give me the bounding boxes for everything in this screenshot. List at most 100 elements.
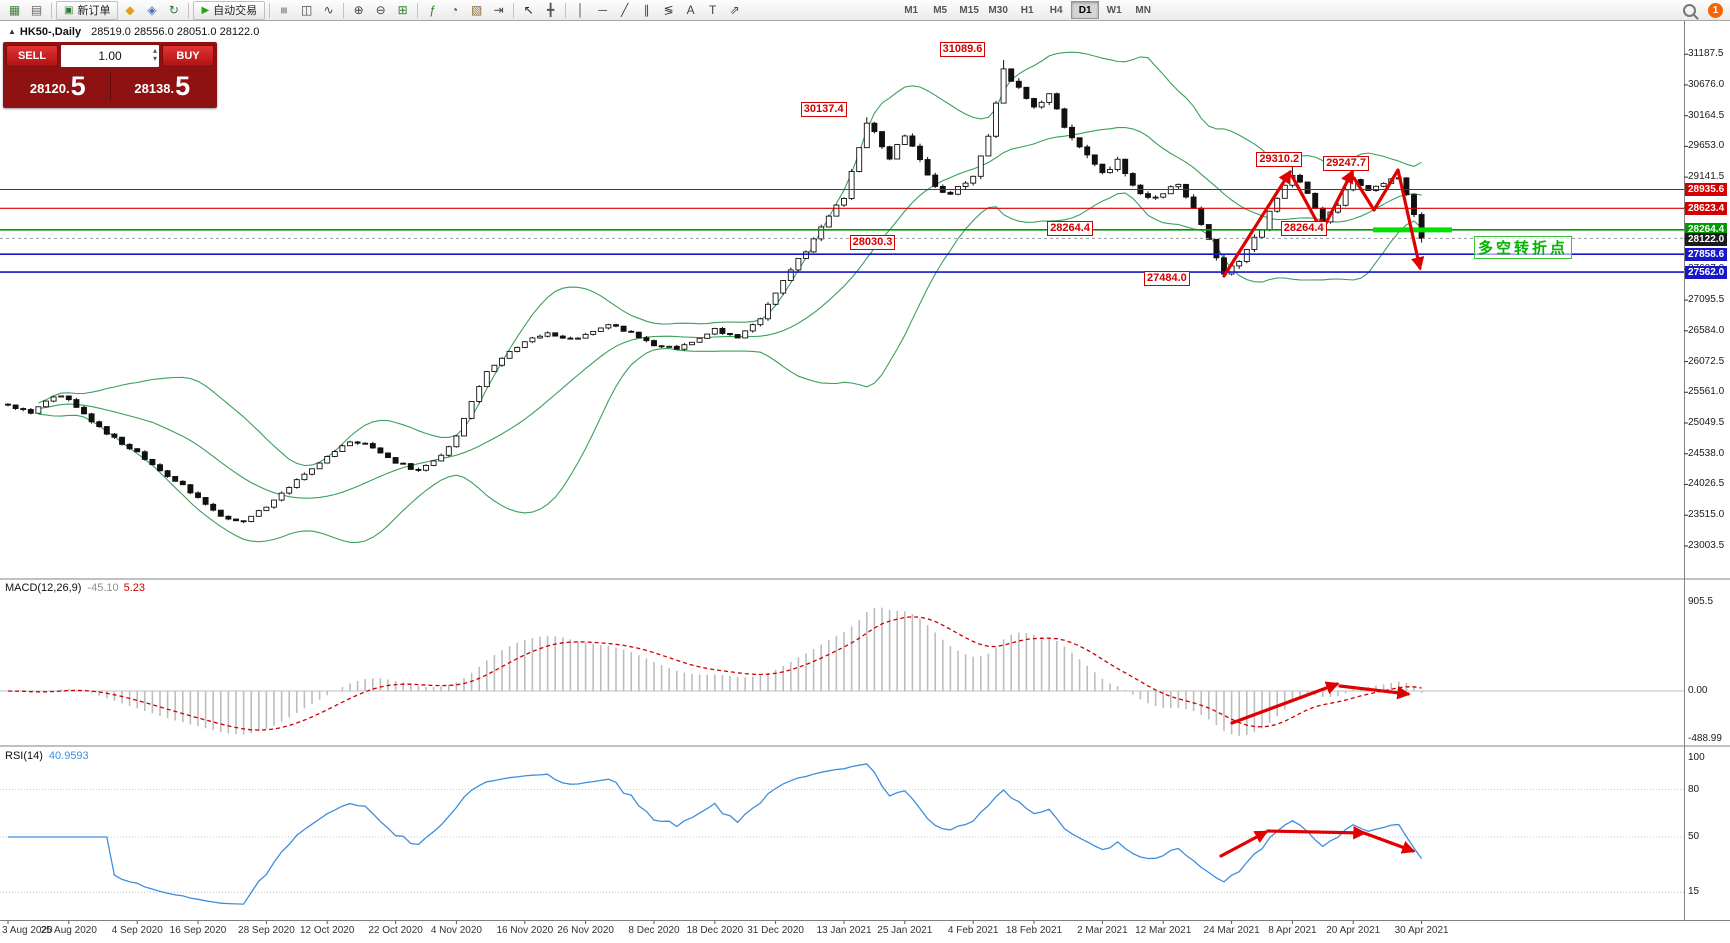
price-callout: 29310.2 (1256, 151, 1303, 167)
mql5-market-icon[interactable]: ◆ (125, 3, 135, 17)
cursor-icon[interactable]: ↖ (523, 3, 534, 17)
new-order-icon: ▣ (64, 4, 74, 16)
date-axis-label: 30 Apr 2021 (1394, 925, 1449, 936)
toolbar-right: 1 (1679, 2, 1726, 20)
economic-calendar-icon[interactable]: ◈ (147, 3, 157, 17)
date-axis-label: 12 Mar 2021 (1135, 925, 1192, 936)
timeframe-button-h4[interactable]: H4 (1049, 4, 1063, 16)
date-axis-label: 8 Apr 2021 (1268, 925, 1317, 936)
channel-icon[interactable]: ∥ (643, 3, 650, 17)
price-level-badge: 28935.6 (1685, 183, 1728, 196)
timeframe-button-m1[interactable]: M1 (904, 4, 919, 16)
fibonacci-icon[interactable]: ≶ (663, 3, 674, 17)
date-axis-label: 2 Mar 2021 (1077, 925, 1128, 936)
notification-badge[interactable]: 1 (1708, 2, 1723, 18)
toolbar-separator (269, 2, 271, 18)
timeframe-button-m5[interactable]: M5 (933, 4, 948, 16)
templates-icon[interactable]: ▧ (470, 3, 483, 17)
rsi-arrow-3 (1362, 831, 1416, 854)
zoom-out-icon[interactable]: ⊖ (375, 3, 386, 17)
rsi-axis-tick: 50 (1688, 831, 1700, 842)
sell-button[interactable]: SELL (6, 45, 58, 67)
price-axis-tick: 27095.5 (1688, 294, 1725, 306)
toolbar-separator (565, 2, 567, 18)
bollinger-band-l (38, 192, 1422, 543)
volume-step-up-icon[interactable]: ▴ (152, 46, 157, 55)
macd-signal-value: 5.23 (123, 582, 146, 594)
tile-windows-icon[interactable]: ⊞ (397, 3, 408, 17)
buy-price-big: 5 (175, 70, 191, 101)
toolbar-separator (513, 2, 515, 18)
date-axis-label: 25 Jan 2021 (877, 925, 933, 936)
crosshair-icon[interactable]: ╋ (547, 3, 555, 17)
buy-price[interactable]: 28138. 5 (111, 70, 215, 101)
autotrade-button-label: 自动交易 (213, 5, 258, 17)
rsi-value: 40.9593 (48, 750, 89, 762)
volume-stepper[interactable]: ▴ ▾ (153, 47, 157, 63)
date-axis-label: 4 Nov 2020 (430, 925, 482, 936)
timeframe-button-mn[interactable]: MN (1135, 4, 1151, 16)
autotrade-button[interactable]: ▶ 自动交易 (193, 0, 266, 20)
price-axis-tick: 31187.5 (1688, 48, 1724, 60)
rsi-axis-tick: 100 (1688, 752, 1705, 763)
main-toolbar: ▦ ▤ ▣ 新订单 ◆ ◈ ↻ ▶ 自动交易 ≡ ◫ ∿ ⊕ ⊖ ⊞ ƒ ◔ ▧ ⇥ ↖ ╋ │ ─ ╱ ∥ ≶ A T ⇗ M1 M5 M1… (0, 0, 1730, 21)
chart-title-bar: ▲ HK50-,Daily 28519.0 28556.0 28051.0 281… (8, 26, 259, 38)
rsi-arrow-1 (1219, 830, 1269, 858)
one-click-collapse-arrow[interactable]: ▲ (8, 27, 16, 36)
candlestick-chart-icon[interactable]: ◫ (300, 3, 313, 17)
macd-axis-tick: -488.99 (1688, 733, 1722, 745)
sell-price[interactable]: 28120. 5 (6, 72, 110, 100)
toolbar-separator (188, 2, 190, 18)
current-price-badge: 28122.0 (1685, 232, 1728, 246)
price-axis-tick: 29141.5 (1688, 171, 1725, 183)
macd-panel-header: MACD(12,26,9) -45.10 5.23 (5, 582, 145, 594)
trendline-icon[interactable]: ╱ (621, 3, 629, 17)
vertical-line-icon[interactable]: │ (576, 3, 585, 17)
horizontal-line-icon[interactable]: ─ (598, 3, 607, 17)
price-callout: 28030.3 (849, 234, 896, 250)
price-axis-tick: 26584.0 (1688, 324, 1725, 336)
main-arrow-3 (1322, 169, 1354, 229)
date-axis-label: 20 Apr 2021 (1326, 925, 1381, 936)
main-price-panel (5, 51, 1425, 543)
price-axis-tick: 29653.0 (1688, 140, 1725, 152)
macd-panel (0, 607, 1684, 736)
timeframe-button-w1[interactable]: W1 (1106, 4, 1122, 16)
arrows-icon[interactable]: ⇗ (729, 3, 740, 17)
date-axis-label: 4 Feb 2021 (947, 925, 999, 936)
timeframe-button-m30[interactable]: M30 (988, 4, 1008, 16)
date-axis-label: 12 Oct 2020 (299, 925, 355, 936)
search-icon[interactable] (1679, 2, 1700, 20)
macd-axis-tick: 0.00 (1688, 685, 1708, 696)
volume-field[interactable]: 1.00 ▴ ▾ (61, 45, 159, 67)
date-axis-label: 3 Aug 2020 (2, 925, 53, 936)
timeframe-button-d1[interactable]: D1 (1071, 1, 1100, 19)
toolbar-separator (417, 2, 419, 18)
periods-icon[interactable]: ◔ (451, 3, 459, 17)
chart-profiles-icon[interactable]: ▤ (30, 3, 43, 17)
timeframe-button-h1[interactable]: H1 (1020, 4, 1034, 16)
indicators-icon[interactable]: ƒ (429, 3, 436, 17)
sell-price-small: 28120. (29, 80, 70, 96)
date-axis-label: 4 Sep 2020 (111, 925, 163, 936)
candles (5, 60, 1425, 524)
new-chart-icon[interactable]: ▦ (8, 3, 21, 17)
buy-button[interactable]: BUY (162, 45, 214, 67)
timeframe-button-m15[interactable]: M15 (959, 4, 979, 16)
one-click-trading-panel: SELL 1.00 ▴ ▾ BUY 28120. 5 28138. 5 (3, 42, 217, 108)
auto-scroll-icon[interactable]: ⇥ (493, 3, 504, 17)
price-axis-tick: 23515.0 (1688, 509, 1725, 521)
date-axis-label: 28 Sep 2020 (238, 925, 295, 936)
refresh-icon[interactable]: ↻ (168, 3, 179, 17)
line-chart-icon[interactable]: ∿ (323, 3, 334, 17)
bar-chart-icon[interactable]: ≡ (277, 6, 292, 14)
text-icon[interactable]: A (686, 3, 695, 17)
price-level-badge: 27858.6 (1685, 247, 1728, 261)
rsi-panel (0, 763, 1684, 905)
turning-point-annotation[interactable]: 多空转折点 (1474, 236, 1573, 259)
volume-step-down-icon[interactable]: ▾ (152, 54, 157, 63)
text-label-icon[interactable]: T (708, 3, 717, 17)
new-order-button[interactable]: ▣ 新订单 (56, 0, 119, 20)
zoom-in-icon[interactable]: ⊕ (353, 3, 364, 17)
